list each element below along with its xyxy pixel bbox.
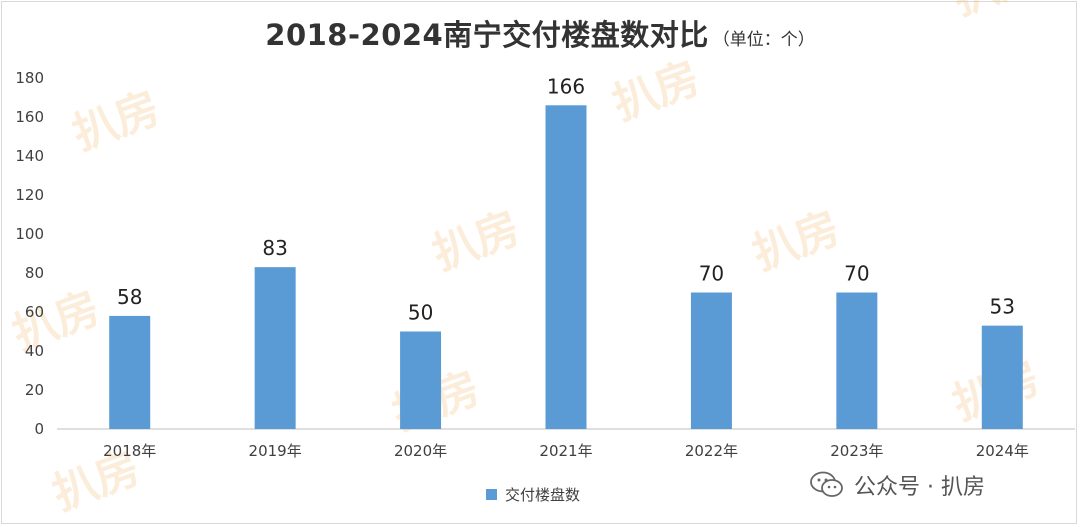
y-tick-label: 0: [34, 420, 44, 438]
x-tick-label: 2023年: [830, 442, 883, 460]
data-label: 166: [547, 74, 585, 98]
bar-series: [109, 105, 1023, 430]
y-tick-label: 80: [25, 264, 44, 282]
data-labels: 58 83 50 166 70 70 53: [117, 74, 1015, 324]
data-label: 53: [990, 295, 1015, 319]
bar: [981, 325, 1023, 429]
legend-swatch: [486, 488, 497, 500]
x-tick-label: 2019年: [249, 442, 302, 460]
watermark-layer: 扒房扒房扒房扒房扒房扒房扒房扒房扒房: [6, 0, 1046, 520]
watermark: 扒房: [6, 282, 106, 360]
unit-note: （单位：个）: [712, 30, 815, 50]
x-axis-categories: 2018年 2019年 2020年 2021年 2022年 2023年 2024年: [103, 442, 1029, 460]
x-tick-label: 2024年: [976, 442, 1029, 460]
watermark: 扒房: [66, 82, 166, 160]
y-tick-label: 140: [15, 147, 44, 165]
y-tick-label: 20: [25, 381, 44, 399]
bar: [545, 105, 587, 430]
y-tick-label: 120: [15, 186, 44, 204]
x-tick-label: 2021年: [539, 442, 592, 460]
bar: [109, 315, 151, 429]
legend: 交付楼盘数: [486, 484, 580, 504]
bar: [400, 331, 442, 429]
y-tick-label: 160: [15, 108, 44, 126]
chart-title: 2018-2024南宁交付楼盘数对比 （单位：个）: [0, 12, 1080, 54]
watermark: 扒房: [746, 202, 846, 280]
data-label: 70: [699, 262, 724, 286]
bar: [836, 292, 878, 429]
bar: [254, 267, 296, 429]
credit-text: 公众号 · 扒房: [854, 475, 985, 500]
wechat-credit: 公众号 · 扒房: [810, 468, 985, 502]
watermark: 扒房: [426, 202, 526, 280]
watermark: 扒房: [606, 52, 706, 130]
data-label: 70: [844, 262, 869, 286]
y-tick-label: 180: [15, 69, 44, 87]
wechat-icon: [810, 471, 843, 497]
data-label: 83: [262, 236, 287, 260]
legend-label: 交付楼盘数: [505, 485, 581, 504]
watermark: 扒房: [946, 0, 1046, 25]
y-tick-label: 100: [15, 225, 44, 243]
data-label: 50: [408, 301, 433, 325]
data-label: 58: [117, 285, 142, 309]
x-tick-label: 2018年: [103, 442, 156, 460]
x-tick-label: 2022年: [685, 442, 738, 460]
chart-title-text: 2018-2024南宁交付楼盘数对比: [265, 18, 709, 52]
y-tick-label: 60: [25, 303, 44, 321]
y-tick-label: 40: [25, 342, 44, 360]
y-axis-ticks: 0 20 40 60 80 100 120 140 160 180: [15, 69, 44, 438]
x-tick-label: 2020年: [394, 442, 447, 460]
bar: [690, 292, 732, 429]
